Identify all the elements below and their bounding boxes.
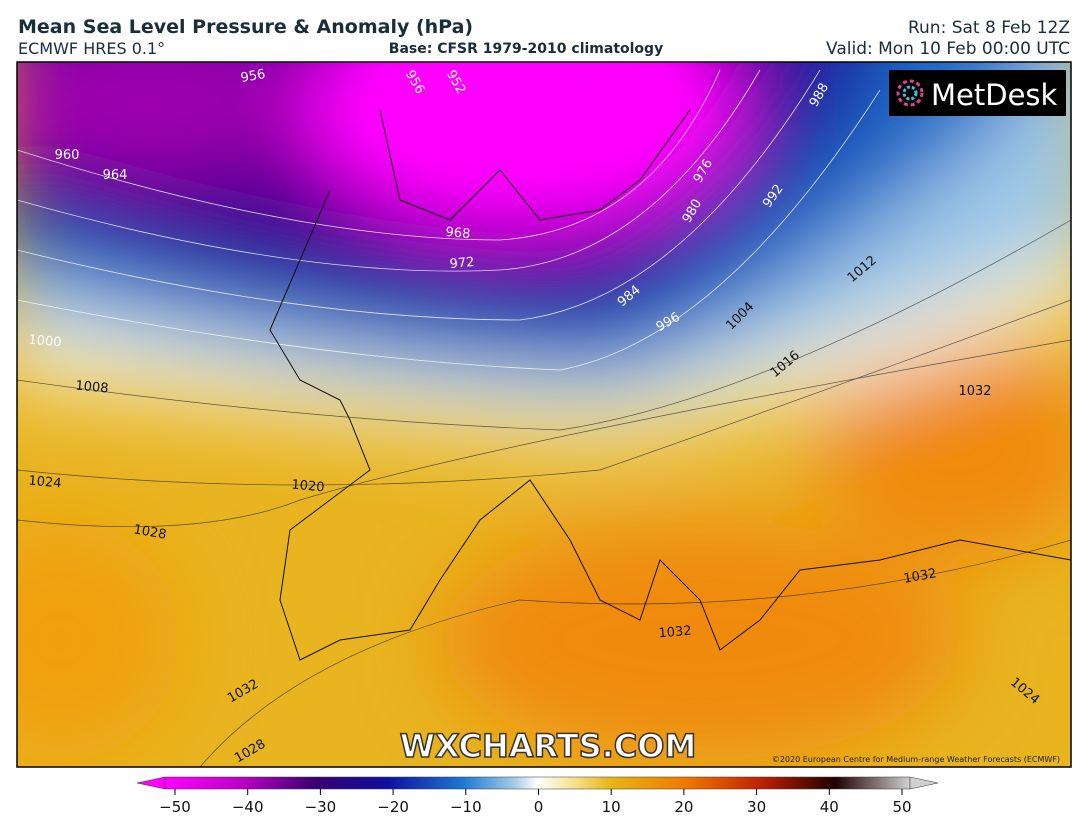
colorbar-max-arrow xyxy=(909,776,939,790)
contour-label: 956 xyxy=(240,67,267,86)
watermark: WXCHARTS.COM xyxy=(400,727,697,765)
colorbar-tick-label: −10 xyxy=(450,798,482,816)
colorbar-min-arrow xyxy=(136,776,166,790)
colorbar-ticks: −50 −40 −30 −20 −10 0 10 20 30 40 50 xyxy=(159,789,912,816)
contour-label: 1008 xyxy=(75,379,109,397)
run: Run: Sat 8 Feb 12Z xyxy=(908,18,1070,38)
model: ECMWF HRES 0.1° xyxy=(18,39,165,58)
isobars-low xyxy=(17,69,881,371)
contour-label: 960 xyxy=(55,148,80,163)
colorbar-tick-label: 10 xyxy=(602,798,621,816)
contour-label: 1032 xyxy=(658,624,692,642)
contour-label: 1020 xyxy=(291,478,325,496)
colorbar-tick-label: 0 xyxy=(534,798,544,816)
contour-label: 1000 xyxy=(28,333,62,351)
valid: Valid: Mon 10 Feb 00:00 UTC xyxy=(826,39,1070,59)
colorbar xyxy=(164,776,911,790)
colorbar-tick-label: −20 xyxy=(377,798,409,816)
colorbar-tick-label: −40 xyxy=(232,798,264,816)
coastlines xyxy=(269,109,1071,661)
map-field xyxy=(17,62,1071,767)
colorbar-tick-label: 40 xyxy=(820,798,839,816)
contour-label: 968 xyxy=(445,225,471,242)
contour-label: 1032 xyxy=(902,566,937,587)
map-frame xyxy=(16,61,1072,768)
colorbar-tick-label: 20 xyxy=(674,798,693,816)
colorbar-tick-label: 30 xyxy=(747,798,766,816)
contour-label: 1032 xyxy=(958,384,991,399)
contour-label: 964 xyxy=(103,168,128,183)
colorbar-tick-label: −30 xyxy=(305,798,337,816)
title: Mean Sea Level Pressure & Anomaly (hPa) xyxy=(18,16,473,38)
logo-text: MetDesk xyxy=(931,78,1058,112)
base: Base: CFSR 1979-2010 climatology xyxy=(389,41,663,57)
contour-label: 972 xyxy=(449,255,475,272)
isobars-high xyxy=(17,219,1071,767)
contour-label: 1028 xyxy=(132,522,167,543)
colorbar-tick-label: −50 xyxy=(159,798,191,816)
logo-icon xyxy=(896,79,924,107)
contour-label: 1024 xyxy=(28,474,62,492)
copyright: ©2020 European Centre for Medium-range W… xyxy=(772,755,1060,764)
colorbar-tick-label: 50 xyxy=(892,798,911,816)
logo-box xyxy=(889,70,1066,116)
